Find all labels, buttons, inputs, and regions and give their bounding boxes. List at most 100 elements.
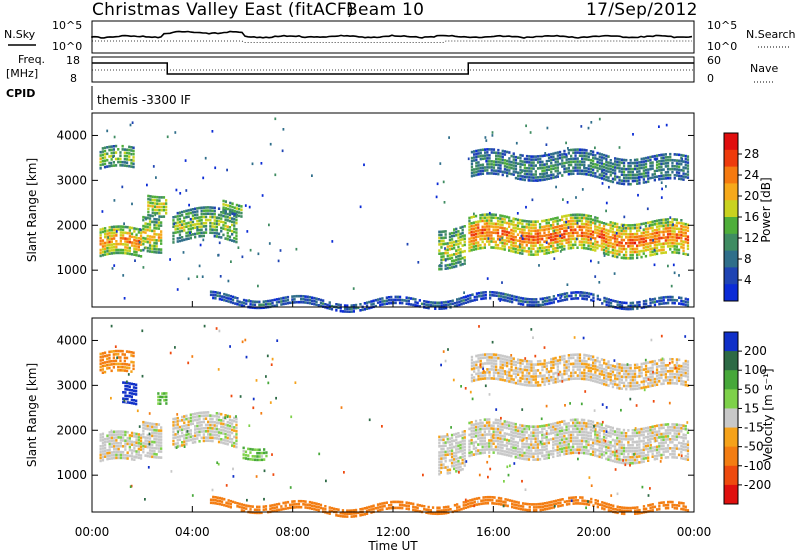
heatmap-cell <box>497 154 500 158</box>
heatmap-cell <box>580 418 584 422</box>
heatmap-cell <box>157 233 161 236</box>
heatmap-cell <box>139 231 143 235</box>
heatmap-cell <box>581 160 584 164</box>
heatmap-cell <box>238 207 241 211</box>
heatmap-cell <box>229 294 232 298</box>
heatmap-cell <box>235 203 239 207</box>
heatmap-cell <box>260 458 263 462</box>
heatmap-cell <box>122 445 125 448</box>
heatmap-cell <box>653 169 656 173</box>
heatmap-cell <box>596 175 599 179</box>
heatmap-cell <box>541 228 544 232</box>
heatmap-scatter-cell <box>565 141 567 145</box>
heatmap-cell <box>446 440 449 444</box>
heatmap-cell <box>525 443 528 446</box>
heatmap-cell <box>580 430 584 434</box>
heatmap-cell <box>673 248 676 251</box>
heatmap-cell <box>209 420 212 424</box>
heatmap-cell <box>110 359 113 363</box>
heatmap-cell <box>554 437 557 440</box>
heatmap-cell <box>119 365 122 369</box>
heatmap-cell <box>684 252 687 256</box>
heatmap-cell <box>580 213 584 217</box>
heatmap-cell <box>488 216 491 219</box>
heatmap-cell <box>117 450 120 454</box>
heatmap-cell <box>605 234 608 238</box>
heatmap-cell <box>137 450 140 454</box>
heatmap-cell <box>99 160 102 164</box>
heatmap-cell <box>125 154 129 158</box>
heatmap-cell <box>470 450 473 454</box>
heatmap-scatter-cell <box>219 275 222 278</box>
heatmap-cell <box>519 429 522 433</box>
heatmap-cell <box>459 260 462 264</box>
heatmap-cell <box>627 456 630 459</box>
heatmap-cell <box>481 163 485 167</box>
heatmap-cell <box>468 442 471 446</box>
heatmap-cell <box>574 237 577 240</box>
heatmap-cell <box>618 226 621 229</box>
heatmap-cell <box>627 179 630 183</box>
heatmap-cell <box>470 436 473 439</box>
heatmap-cell <box>594 436 597 439</box>
heatmap-cell <box>235 439 238 442</box>
heatmap-cell <box>103 354 107 358</box>
heatmap-cell <box>148 238 152 241</box>
heatmap-cell <box>204 439 208 442</box>
heatmap-cell <box>550 173 553 177</box>
heatmap-cell <box>117 442 120 445</box>
heatmap-cell <box>474 419 478 423</box>
heatmap-cell <box>523 445 526 449</box>
heatmap-cell <box>603 296 606 300</box>
heatmap-scatter-cell <box>545 143 548 146</box>
heatmap-cell <box>594 175 597 178</box>
heatmap-cell <box>486 154 489 157</box>
heatmap-cell <box>612 299 615 303</box>
heatmap-scatter-cell <box>618 146 621 149</box>
heatmap-cell <box>647 432 650 435</box>
heatmap-cell <box>178 227 182 230</box>
heatmap-cell <box>640 457 643 461</box>
heatmap-cell <box>622 452 626 456</box>
heatmap-cell <box>160 233 163 236</box>
heatmap-cell <box>585 422 588 425</box>
heatmap-cell <box>514 238 517 242</box>
heatmap-cell <box>662 156 665 159</box>
heatmap-cell <box>585 440 588 443</box>
heatmap-cell <box>677 236 681 240</box>
heatmap-cell <box>117 456 120 460</box>
heatmap-cell <box>633 235 637 239</box>
heatmap-cell <box>494 228 497 232</box>
heatmap-cell <box>673 165 676 168</box>
heatmap-cell <box>627 167 630 171</box>
heatmap-cell <box>191 208 195 211</box>
heatmap-cell <box>194 437 197 441</box>
heatmap-cell <box>505 447 509 451</box>
heatmap-cell <box>448 232 452 235</box>
heatmap-cell <box>505 230 509 234</box>
heatmap-cell <box>633 461 637 465</box>
heatmap-cell <box>583 240 586 244</box>
heatmap-cell <box>144 225 147 228</box>
heatmap-cell <box>474 229 478 233</box>
heatmap-cell <box>516 432 520 435</box>
heatmap-cell <box>224 423 227 426</box>
heatmap-cell <box>554 241 557 244</box>
heatmap-cell <box>172 219 175 222</box>
heatmap-cell <box>636 158 639 161</box>
heatmap-cell <box>178 419 182 423</box>
heatmap-cell <box>508 297 512 300</box>
heatmap-cell <box>155 447 158 450</box>
heatmap-cell <box>494 421 497 425</box>
heatmap-cell <box>108 226 111 229</box>
heatmap-cell <box>224 209 227 212</box>
heatmap-cell <box>629 233 632 236</box>
heatmap-cell <box>499 428 502 431</box>
heatmap-cell <box>536 161 540 164</box>
heatmap-cell <box>660 221 663 225</box>
heatmap-cell <box>501 232 504 236</box>
heatmap-cell <box>622 238 626 242</box>
heatmap-cell <box>483 442 486 445</box>
heatmap-cell <box>181 434 184 438</box>
heatmap-cell <box>633 238 637 242</box>
